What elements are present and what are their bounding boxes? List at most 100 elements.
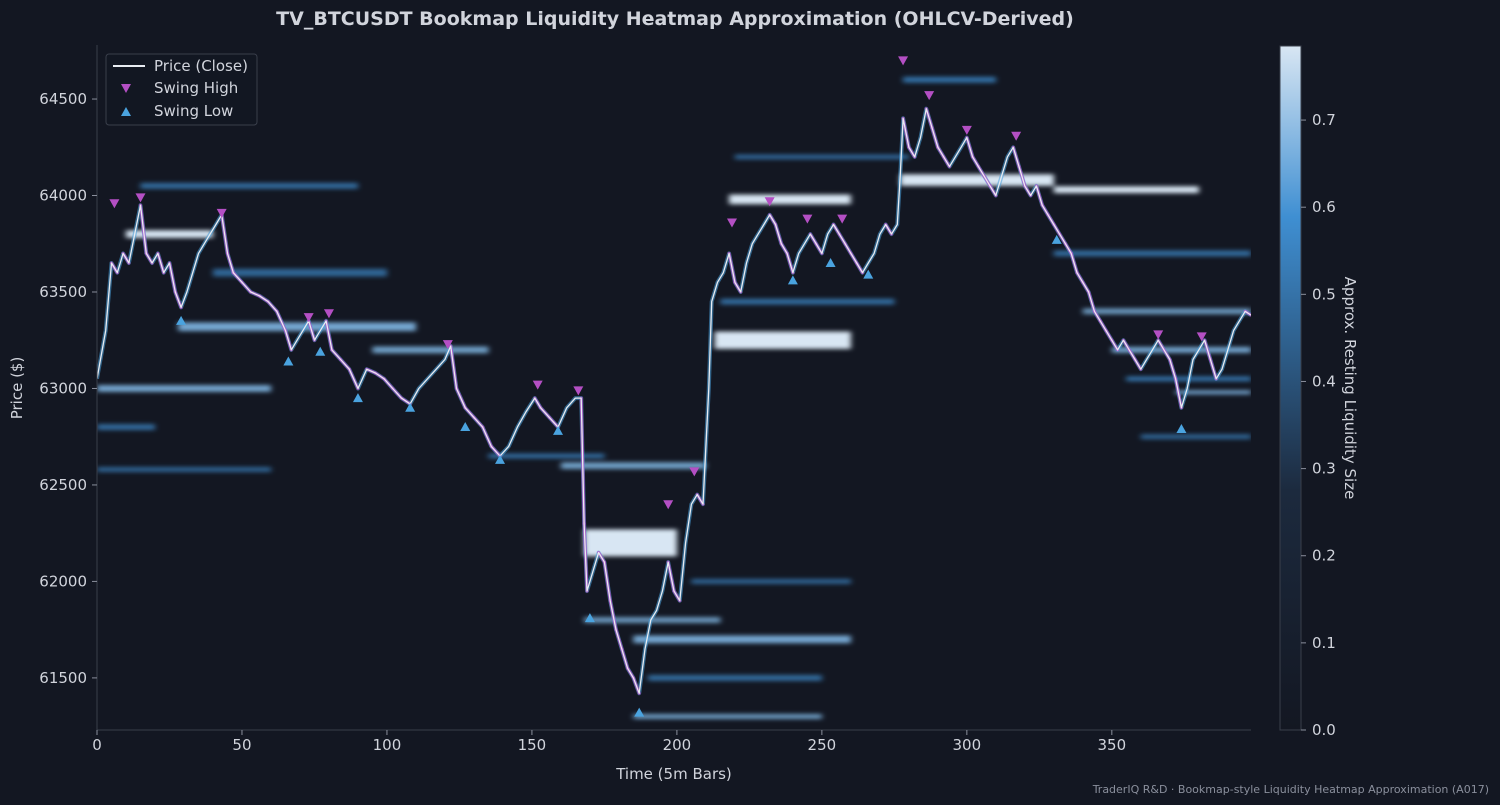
swing-low-marker (787, 275, 798, 285)
swing-high-marker (109, 199, 120, 209)
swing-high-marker (135, 193, 146, 203)
liquidity-band (720, 298, 895, 305)
liquidity-band (729, 194, 851, 205)
x-tick-label: 200 (663, 736, 692, 754)
swing-high-marker (216, 208, 227, 218)
legend-swing-low-marker (121, 107, 131, 116)
liquidity-band (97, 424, 155, 430)
swing-low-marker (863, 269, 874, 279)
liquidity-band (488, 453, 605, 459)
swing-low-marker (1051, 234, 1062, 244)
marker-layer (109, 56, 1207, 717)
liquidity-band (714, 331, 851, 349)
x-tick-label: 50 (232, 736, 251, 754)
y-axis-ticks: 61500 62000 62500 63000 63500 64000 64500 (39, 90, 97, 687)
swing-high-marker (1196, 332, 1207, 342)
x-tick-label: 250 (808, 736, 837, 754)
y-tick-label: 61500 (39, 669, 87, 687)
colorbar-tick-label: 0.7 (1312, 111, 1336, 129)
swing-high-marker (898, 56, 909, 66)
liquidity-band (900, 174, 1054, 186)
liquidity-band (647, 675, 822, 681)
swing-high-marker (323, 309, 334, 319)
colorbar-label: Approx. Resting Liquidity Size (1341, 277, 1359, 500)
legend-swing-high-marker (121, 84, 131, 93)
liquidity-band (1053, 250, 1251, 257)
swing-high-marker (532, 380, 543, 390)
swing-high-marker (924, 91, 935, 101)
liquidity-band (1111, 346, 1251, 353)
legend-box (105, 53, 258, 126)
swing-low-marker (315, 346, 326, 356)
colorbar-tick-label: 0.6 (1312, 198, 1336, 216)
swing-high-marker (726, 218, 737, 228)
x-tick-label: 150 (518, 736, 547, 754)
swing-high-marker (573, 386, 584, 396)
liquidity-band (633, 714, 822, 719)
price-close-line (97, 108, 1251, 694)
swing-high-marker (802, 214, 813, 224)
colorbar-tick-label: 0.5 (1312, 285, 1336, 303)
liquidity-band (125, 230, 213, 238)
liquidity-band (178, 322, 416, 332)
swing-low-marker (283, 356, 294, 366)
liquidity-band (1175, 390, 1251, 395)
x-tick-label: 300 (953, 736, 982, 754)
swing-low-marker (495, 454, 506, 464)
liquidity-band (372, 346, 489, 354)
swing-low-marker (553, 425, 564, 435)
chart-title: TV_BTCUSDT Bookmap Liquidity Heatmap App… (276, 8, 1074, 30)
swing-low-marker (405, 402, 416, 412)
legend: Price (Close) Swing High Swing Low (105, 53, 258, 126)
x-axis-label: Time (5m Bars) (615, 765, 732, 783)
heatmap-layer (97, 76, 1251, 719)
liquidity-band (1082, 308, 1251, 315)
colorbar-tick-label: 0.4 (1312, 372, 1336, 390)
swing-high-marker (1011, 131, 1022, 141)
colorbar-tick-label: 0.3 (1312, 460, 1336, 478)
liquidity-band (140, 182, 358, 189)
x-tick-label: 100 (373, 736, 402, 754)
swing-high-marker (663, 500, 674, 510)
colorbar (1279, 45, 1302, 731)
colorbar-tick-label: 0.2 (1312, 547, 1336, 565)
footer-credit: TraderIQ R&D · Bookmap-style Liquidity H… (1092, 783, 1489, 796)
liquidity-band (903, 76, 996, 83)
swing-low-marker (584, 613, 595, 623)
liquidity-band (560, 462, 706, 470)
swing-low-marker (825, 258, 836, 268)
liquidity-band (1053, 186, 1199, 194)
liquidity-band (1140, 434, 1251, 440)
swing-high-marker (837, 214, 848, 224)
price-layer (97, 106, 1251, 696)
y-tick-label: 62500 (39, 476, 87, 494)
y-tick-label: 63500 (39, 283, 87, 301)
swing-high-marker (442, 340, 453, 350)
swing-high-marker (1153, 330, 1164, 340)
liquidity-band (691, 579, 851, 584)
y-tick-label: 64000 (39, 187, 87, 205)
liquidity-band (633, 635, 851, 644)
liquidity-band (734, 154, 909, 160)
liquidity-band (212, 268, 387, 277)
y-tick-label: 62000 (39, 572, 87, 590)
x-axis-ticks: 0 50 100 150 200 250 300 350 (92, 730, 1126, 754)
y-tick-label: 63000 (39, 379, 87, 397)
y-tick-label: 64500 (39, 90, 87, 108)
legend-price-close: Price (Close) (154, 57, 248, 75)
legend-swing-high: Swing High (154, 79, 238, 97)
swing-high-marker (961, 125, 972, 135)
y-axis-label: Price ($) (8, 357, 26, 420)
x-tick-label: 350 (1098, 736, 1127, 754)
swing-low-marker (460, 422, 471, 432)
plot-area (97, 45, 1251, 730)
swing-high-marker (764, 197, 775, 207)
colorbar-tick-label: 0.0 (1312, 721, 1336, 739)
x-tick-label: 0 (92, 736, 102, 754)
swing-low-marker (634, 707, 645, 717)
liquidity-band (97, 385, 271, 392)
swing-low-marker (1176, 423, 1187, 433)
liquidity-band (97, 467, 271, 472)
colorbar-ticks: 0.0 0.1 0.2 0.3 0.4 0.5 0.6 0.7 (1301, 111, 1336, 739)
swing-low-marker (176, 315, 187, 325)
